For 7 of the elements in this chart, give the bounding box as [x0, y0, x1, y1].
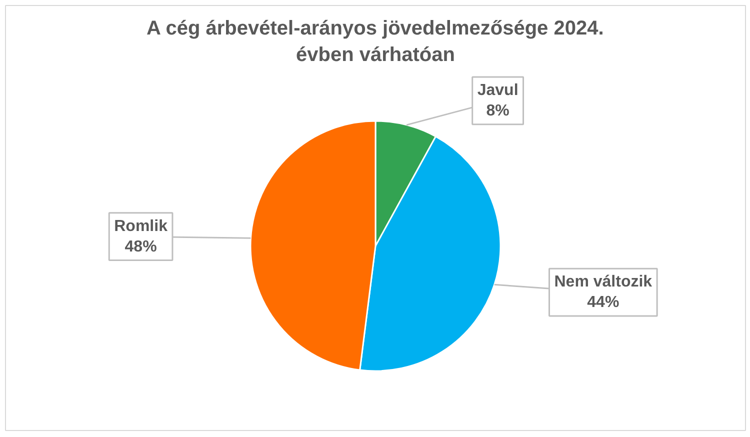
data-label: 8% — [486, 102, 510, 120]
data-label: 44% — [587, 294, 620, 312]
data-label: 48% — [124, 238, 157, 256]
chart-title: A cég árbevétel-arányos jövedelmezősége 2024. évben várhatóan — [146, 18, 604, 66]
slice-label: Nem változik — [554, 274, 652, 291]
slice-label: Javul — [477, 82, 518, 100]
slice-label: Romlik — [114, 218, 168, 235]
